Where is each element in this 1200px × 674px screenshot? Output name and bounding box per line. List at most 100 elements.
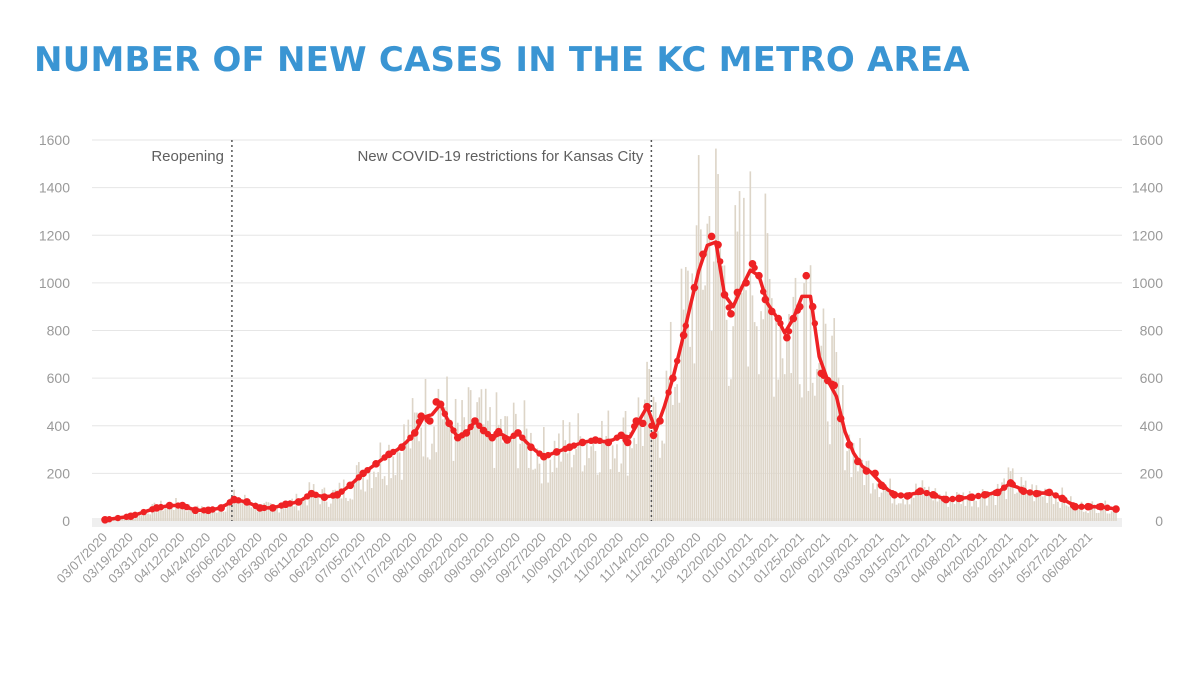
line-marker xyxy=(914,488,922,496)
annotation-label: Reopening xyxy=(151,148,224,165)
daily-bar xyxy=(441,419,444,521)
line-marker xyxy=(587,437,595,445)
daily-bar xyxy=(570,467,573,521)
daily-bar xyxy=(207,508,210,521)
daily-bar xyxy=(568,422,571,521)
daily-bar xyxy=(910,495,913,521)
y-tick-label-right: 800 xyxy=(1140,323,1164,339)
daily-bar xyxy=(994,505,997,521)
line-marker xyxy=(192,507,199,514)
line-marker xyxy=(209,506,216,513)
line-marker xyxy=(897,492,905,499)
daily-bar xyxy=(469,390,472,521)
line-marker xyxy=(450,427,457,434)
line-marker xyxy=(131,511,139,519)
moving-average-markers xyxy=(101,232,1120,524)
daily-bar xyxy=(1052,504,1055,521)
line-marker xyxy=(949,495,956,503)
daily-bar xyxy=(205,512,207,521)
daily-bar xyxy=(717,174,719,521)
line-marker xyxy=(923,489,930,497)
daily-bar xyxy=(646,361,648,521)
daily-bar xyxy=(893,497,896,521)
daily-bar xyxy=(297,510,300,521)
daily-bar xyxy=(179,509,182,521)
daily-bar xyxy=(244,494,246,521)
daily-bar xyxy=(409,448,412,521)
line-marker xyxy=(863,467,870,475)
daily-bar xyxy=(794,277,797,521)
daily-bar xyxy=(1054,494,1057,521)
line-marker xyxy=(768,308,776,315)
daily-bar xyxy=(626,475,629,521)
daily-bar xyxy=(349,498,352,521)
y-axis-right: 0 200 400 600 800 1000 1200 1400 1600 xyxy=(1132,132,1163,529)
line-marker xyxy=(682,322,689,329)
line-marker xyxy=(755,271,763,280)
line-marker xyxy=(880,483,887,491)
daily-bar xyxy=(1093,504,1096,521)
daily-bar xyxy=(465,434,468,521)
line-marker xyxy=(295,498,302,506)
daily-bar xyxy=(181,504,184,521)
daily-bar xyxy=(527,467,530,521)
daily-bar xyxy=(721,265,724,521)
line-marker xyxy=(828,380,836,387)
daily-bar xyxy=(478,397,481,521)
daily-bar xyxy=(1089,503,1092,521)
daily-bar xyxy=(295,493,298,521)
daily-bar xyxy=(861,459,863,521)
line-marker xyxy=(1104,504,1111,511)
line-marker xyxy=(669,374,677,382)
daily-bar xyxy=(188,504,190,521)
daily-bar xyxy=(811,382,814,521)
daily-bar xyxy=(360,489,362,521)
line-marker xyxy=(957,494,965,502)
daily-bar xyxy=(1057,501,1059,521)
daily-bar xyxy=(390,478,392,521)
daily-bar xyxy=(603,442,605,521)
daily-bar xyxy=(280,507,283,521)
daily-bar xyxy=(700,229,702,521)
daily-bar xyxy=(981,489,984,521)
daily-bar xyxy=(874,489,876,521)
daily-bar xyxy=(618,471,620,521)
daily-bar xyxy=(450,431,453,521)
daily-bar xyxy=(517,468,519,521)
daily-bar xyxy=(586,440,588,521)
daily-bar xyxy=(248,503,250,521)
daily-bar xyxy=(491,440,494,521)
daily-bar xyxy=(1080,501,1083,521)
line-marker xyxy=(811,320,819,327)
y-tick-label-right: 400 xyxy=(1140,418,1164,434)
daily-bar xyxy=(1018,491,1021,521)
daily-bar xyxy=(551,472,554,521)
daily-bar xyxy=(588,458,590,521)
daily-bar xyxy=(435,452,438,521)
daily-bar xyxy=(1020,477,1023,521)
line-marker xyxy=(992,489,999,497)
daily-bar xyxy=(287,505,289,521)
line-marker xyxy=(235,497,242,504)
daily-bar xyxy=(140,515,143,521)
line-marker xyxy=(649,431,658,440)
daily-bar xyxy=(448,418,450,521)
daily-bar xyxy=(598,472,601,521)
daily-bar xyxy=(839,409,842,521)
daily-bar xyxy=(549,459,552,521)
daily-bar xyxy=(1067,506,1070,521)
daily-bar xyxy=(1095,513,1098,521)
line-marker xyxy=(364,467,371,474)
daily-bar xyxy=(990,494,993,521)
daily-bar xyxy=(545,453,547,521)
daily-bar xyxy=(431,443,433,521)
daily-bar xyxy=(687,270,689,521)
daily-bar xyxy=(814,395,816,521)
daily-bar xyxy=(200,506,203,521)
daily-bar xyxy=(213,507,216,521)
daily-bar xyxy=(394,475,397,521)
daily-bar xyxy=(691,273,694,521)
daily-bar xyxy=(209,510,212,521)
line-marker xyxy=(906,492,913,499)
line-marker xyxy=(123,513,130,521)
